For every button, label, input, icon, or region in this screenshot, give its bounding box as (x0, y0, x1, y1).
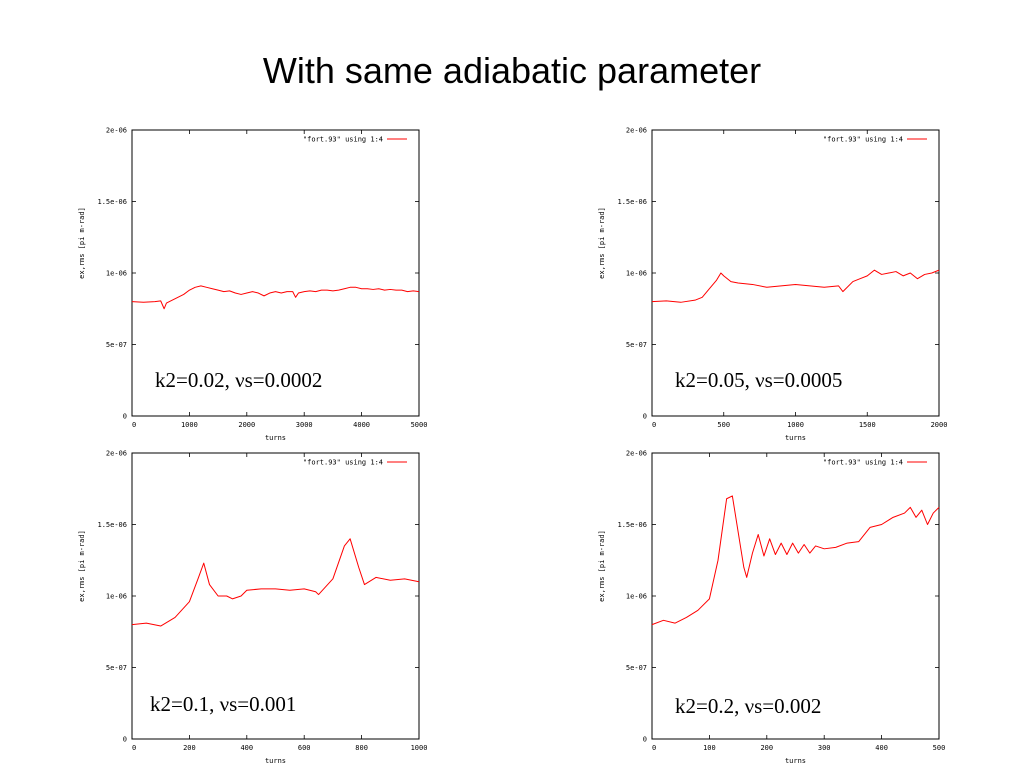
chart-3-xtick-label: 1000 (411, 744, 428, 752)
chart-4-ytick-label: 2e-06 (626, 450, 647, 458)
chart-panel-1: 0 5e-07 1e-06 1.5e-06 2e-06 0 1000 2000 3000 4000… (60, 120, 460, 443)
chart-4-xtick-label: 500 (933, 744, 946, 752)
chart-3-ytick-label: 2e-06 (106, 450, 127, 458)
chart-1-xtick-label: 2000 (238, 421, 255, 429)
chart-2-ytick-label: 0 (643, 413, 647, 421)
chart-2-svg: 0 5e-07 1e-06 1.5e-06 2e-06 0 500 1000 1500 2000 t… (598, 127, 948, 443)
chart-4-ytick-label: 1.5e-06 (617, 521, 647, 529)
chart-4-annotation: k2=0.2, νs=0.002 (675, 694, 822, 718)
chart-1-xtick-label: 3000 (296, 421, 313, 429)
chart-1-ytick-label: 0 (123, 413, 127, 421)
chart-2-xtick-label: 0 (652, 421, 656, 429)
chart-3-xtick-label: 600 (298, 744, 311, 752)
chart-1-series-line (131, 285, 420, 310)
chart-4-svg: 0 5e-07 1e-06 1.5e-06 2e-06 0 100 200 300 400 500 t… (598, 450, 946, 766)
chart-panel-3: 0 5e-07 1e-06 1.5e-06 2e-06 0 200 400 600 800 1000… (60, 443, 460, 766)
chart-3-y-axis-label: ex,rms [pi m-rad] (78, 530, 86, 602)
chart-2-xtick-label: 1500 (859, 421, 876, 429)
chart-4-xtick-label: 300 (818, 744, 831, 752)
chart-1-ytick-label: 1e-06 (106, 270, 127, 278)
chart-3-series-line (131, 538, 420, 627)
chart-3-xtick-label: 800 (355, 744, 368, 752)
chart-3-ytick-label: 1.5e-06 (97, 521, 127, 529)
chart-3-ytick-label: 5e-07 (106, 664, 127, 672)
chart-4-ytick-label: 0 (643, 736, 647, 744)
chart-2-ytick-label: 5e-07 (626, 341, 647, 349)
chart-4-ytick-label: 5e-07 (626, 664, 647, 672)
chart-1-xtick-label: 5000 (411, 421, 428, 429)
chart-4-xtick-label: 200 (760, 744, 773, 752)
chart-4-x-axis-label: turns (785, 757, 806, 765)
chart-1-ytick-label: 1.5e-06 (97, 198, 127, 206)
chart-4-xtick-label: 400 (875, 744, 888, 752)
chart-1-xtick-label: 1000 (181, 421, 198, 429)
chart-2-y-axis-label: ex,rms [pi m-rad] (598, 207, 606, 279)
chart-1-ytick-label: 5e-07 (106, 341, 127, 349)
chart-2-xtick-label: 2000 (931, 421, 948, 429)
chart-2-ytick-label: 1e-06 (626, 270, 647, 278)
chart-1-y-axis-label: ex,rms [pi m-rad] (78, 207, 86, 279)
chart-2-ytick-label: 2e-06 (626, 127, 647, 135)
chart-2-xtick-label: 500 (717, 421, 730, 429)
chart-3-xtick-label: 400 (240, 744, 253, 752)
chart-1-xtick-label: 0 (132, 421, 136, 429)
chart-1-x-axis-label: turns (265, 434, 286, 442)
slide-title: With same adiabatic parameter (262, 50, 762, 91)
chart-3-annotation: k2=0.1, νs=0.001 (150, 692, 297, 716)
chart-1-svg: 0 5e-07 1e-06 1.5e-06 2e-06 0 1000 2000 3000 4000… (78, 127, 428, 443)
chart-2-series-line (651, 269, 940, 303)
chart-panel-2: 0 5e-07 1e-06 1.5e-06 2e-06 0 500 1000 1500 2000 t… (580, 120, 980, 443)
chart-3-ytick-label: 1e-06 (106, 593, 127, 601)
chart-3-svg: 0 5e-07 1e-06 1.5e-06 2e-06 0 200 400 600 800 1000… (78, 450, 428, 766)
chart-3-x-axis-label: turns (265, 757, 286, 765)
chart-3-xtick-label: 200 (183, 744, 196, 752)
chart-1-xtick-label: 4000 (353, 421, 370, 429)
chart-2-xtick-label: 1000 (787, 421, 804, 429)
chart-3-ytick-label: 0 (123, 736, 127, 744)
chart-2-annotation: k2=0.05, νs=0.0005 (675, 368, 843, 392)
chart-4-legend-label: "fort.93" using 1:4 (823, 459, 903, 467)
chart-4-xtick-label: 100 (703, 744, 716, 752)
chart-2-ytick-label: 1.5e-06 (617, 198, 647, 206)
chart-4-series-line (651, 495, 940, 626)
chart-3-legend-label: "fort.93" using 1:4 (303, 459, 383, 467)
chart-panel-4: 0 5e-07 1e-06 1.5e-06 2e-06 0 100 200 300 400 500 t… (580, 443, 980, 766)
chart-1-annotation: k2=0.02, νs=0.0002 (155, 368, 323, 392)
chart-1-legend-label: "fort.93" using 1:4 (303, 136, 383, 144)
chart-1-ytick-label: 2e-06 (106, 127, 127, 135)
chart-2-x-axis-label: turns (785, 434, 806, 442)
chart-4-ytick-label: 1e-06 (626, 593, 647, 601)
chart-3-xtick-label: 0 (132, 744, 136, 752)
chart-4-y-axis-label: ex,rms [pi m-rad] (598, 530, 606, 602)
chart-4-xtick-label: 0 (652, 744, 656, 752)
chart-2-legend-label: "fort.93" using 1:4 (823, 136, 903, 144)
